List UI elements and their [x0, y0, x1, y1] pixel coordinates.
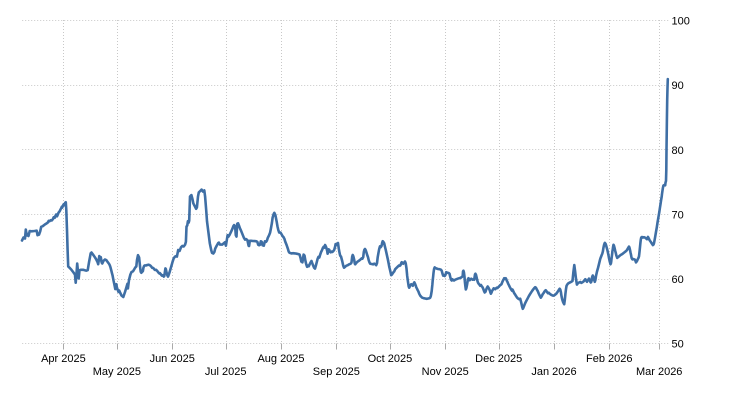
svg-text:Jun 2025: Jun 2025 [150, 353, 195, 365]
svg-text:Nov 2025: Nov 2025 [422, 366, 469, 378]
svg-text:Mar 2026: Mar 2026 [636, 366, 682, 378]
svg-text:Jan 2026: Jan 2026 [531, 366, 576, 378]
svg-text:Oct 2025: Oct 2025 [368, 353, 413, 365]
svg-text:Feb 2026: Feb 2026 [586, 353, 632, 365]
svg-text:Sep 2025: Sep 2025 [313, 366, 360, 378]
svg-text:90: 90 [672, 80, 684, 92]
svg-text:Dec 2025: Dec 2025 [475, 353, 522, 365]
svg-text:70: 70 [672, 209, 684, 221]
svg-text:80: 80 [672, 145, 684, 157]
svg-text:May 2025: May 2025 [93, 366, 141, 378]
svg-text:60: 60 [672, 274, 684, 286]
svg-text:50: 50 [672, 339, 684, 351]
svg-text:Jul 2025: Jul 2025 [205, 366, 247, 378]
svg-text:Aug 2025: Aug 2025 [257, 353, 304, 365]
svg-text:100: 100 [672, 16, 690, 28]
svg-text:Apr 2025: Apr 2025 [41, 353, 86, 365]
